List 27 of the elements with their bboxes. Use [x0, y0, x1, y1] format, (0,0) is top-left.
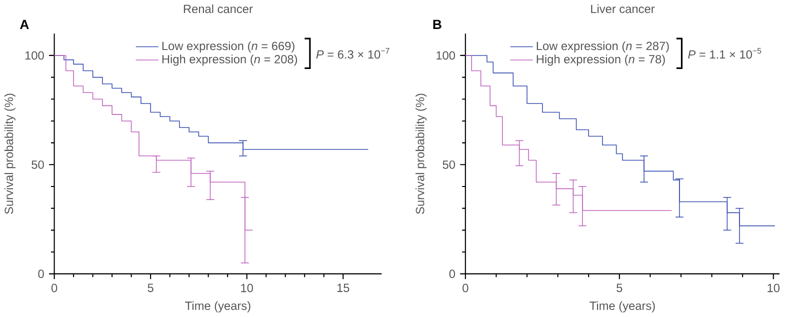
text: A — [20, 20, 29, 29]
y-tick-label: 50 — [32, 160, 44, 169]
legend-label: Low expression (n = 669) — [162, 41, 294, 52]
x-tick-label: 5 — [616, 284, 622, 292]
legend-label: Low expression (n = 287) — [536, 41, 669, 52]
y-tick-label: 100 — [25, 51, 44, 60]
text: B — [433, 20, 442, 29]
y-axis-title: Survival probability (%) — [416, 94, 427, 214]
x-axis-title: Time (years) — [185, 301, 250, 312]
x-tick-label: 0 — [462, 284, 468, 292]
x-tick-label: 15 — [337, 284, 350, 292]
chart-title: Renal cancer — [184, 4, 253, 13]
x-tick-label: 5 — [148, 284, 154, 292]
annotation: P = 1.1 × 10$^{−5}$ — [688, 48, 762, 58]
y-tick-label: 0 — [449, 269, 456, 278]
y-tick-label: 50 — [442, 160, 456, 169]
y-tick-label: 0 — [38, 269, 44, 278]
x-tick-label: 0 — [51, 284, 58, 292]
x-tick-label: 10 — [768, 284, 780, 292]
legend-label: High expression (n = 78) — [536, 54, 665, 66]
chart-title: Liver cancer — [591, 4, 655, 13]
y-tick-label: 100 — [436, 51, 456, 60]
x-tick-label: 10 — [241, 284, 253, 292]
annotation: P = 6.3 × 10$^{−7}$ — [316, 48, 390, 58]
legend-label: High expression (n = 208) — [162, 54, 298, 66]
y-axis-title: Survival probability (%) — [4, 94, 16, 214]
x-axis-title: Time (years) — [590, 301, 655, 312]
